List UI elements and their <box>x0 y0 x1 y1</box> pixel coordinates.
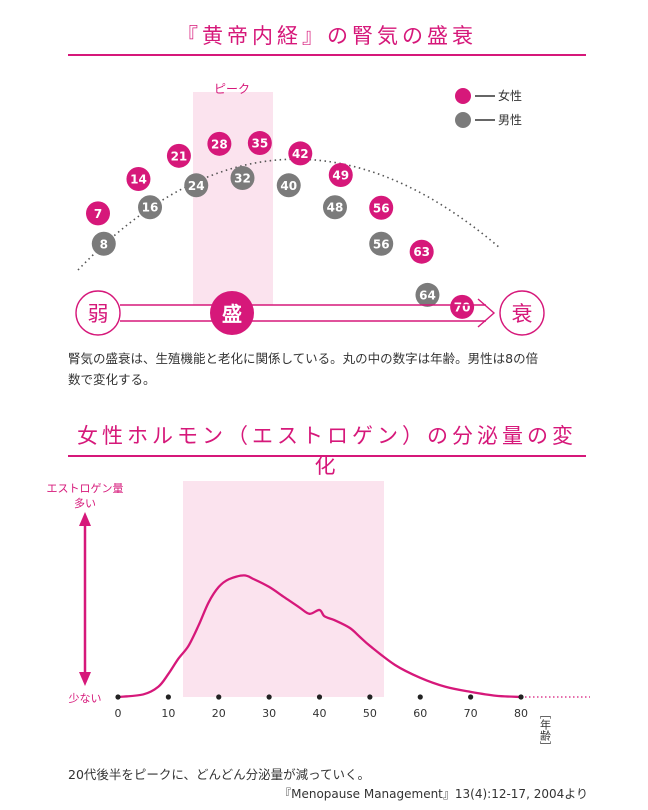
female-age-circle <box>126 166 151 191</box>
section2-title-underline <box>68 455 586 457</box>
x-tick-dot <box>417 694 423 700</box>
female-age-circle <box>247 131 272 156</box>
male-age-circle <box>369 231 394 256</box>
legend-male-label: 男性 <box>498 113 522 127</box>
x-tick-label: 80 <box>514 707 528 720</box>
x-tick-label: 70 <box>464 707 478 720</box>
section2-caption: 20代後半をピークに、どんどん分泌量が減っていく。 <box>68 767 371 782</box>
x-tick-dot <box>468 694 474 700</box>
source-citation: 『Menopause Management』13(4):12-17, 2004よ… <box>279 787 588 801</box>
female-age-circle <box>328 162 353 187</box>
section1-title: 『黄帝内経』の腎気の盛衰 <box>177 24 477 48</box>
female-age-circle <box>450 294 475 319</box>
male-age-label: 24 <box>188 179 205 193</box>
x-tick-dot <box>115 694 121 700</box>
female-age-label: 35 <box>251 137 268 151</box>
male-age-label: 32 <box>234 172 251 186</box>
female-age-circle <box>409 239 434 264</box>
x-tick-label: 60 <box>413 707 427 720</box>
male-age-label: 64 <box>419 288 436 302</box>
male-age-label: 8 <box>100 237 108 251</box>
stage-decline-circle <box>499 290 545 336</box>
female-age-circle <box>86 201 110 226</box>
stage-weak-label: 弱 <box>88 302 109 326</box>
x-tick-label: 20 <box>212 707 226 720</box>
male-age-circle <box>138 195 163 220</box>
female-age-circle <box>288 141 313 166</box>
x-tick-dot <box>316 694 323 700</box>
estrogen-peak-band <box>183 481 384 697</box>
male-age-circle <box>415 282 440 307</box>
female-age-label: 21 <box>171 149 188 163</box>
peak-band <box>193 92 273 305</box>
x-axis-ticks: 0 10 20 30 40 50 60 70 80 <box>115 694 528 720</box>
x-tick-dot <box>266 694 272 700</box>
female-age-label: 56 <box>373 201 390 215</box>
legend-male-marker <box>455 112 471 128</box>
x-tick-dot <box>216 694 222 700</box>
x-tick-label: 50 <box>363 707 377 720</box>
female-age-circle <box>207 131 232 156</box>
female-age-label: 14 <box>130 172 147 186</box>
legend-female-label: 女性 <box>498 88 522 103</box>
y-axis-high-label: 多い <box>74 496 96 510</box>
section2-title: 女性ホルモン（エストロゲン）の分泌量の変化 <box>77 424 577 478</box>
male-age-circle <box>91 231 116 256</box>
section1-caption: 腎気の盛衰は、生殖機能と老化に関係している。丸の中の数字は年齢。男性は8の倍 数… <box>68 348 588 390</box>
y-axis-label: エストロゲン量 <box>47 482 124 495</box>
male-age-label: 48 <box>327 201 344 215</box>
y-axis-arrow-up <box>79 512 91 526</box>
section1-caption-line1: 腎気の盛衰は、生殖機能と老化に関係している。丸の中の数字は年齢。男性は8の倍 <box>68 351 539 366</box>
x-tick-label: 0 <box>115 707 122 720</box>
male-age-label: 40 <box>280 179 297 193</box>
peak-label: ピーク <box>214 82 250 96</box>
legend: 女性 男性 <box>455 88 522 128</box>
kidney-qi-chart: ピーク 女性 男性 714212835424956637077816243240… <box>75 82 545 336</box>
stage-peak-label: 盛 <box>222 302 242 326</box>
female-age-label: 49 <box>332 168 349 182</box>
female-age-circle <box>369 195 394 220</box>
x-tick-dot <box>367 694 373 700</box>
male-age-circle <box>230 166 255 190</box>
age-circles: 7142128354249566370778162432404856647280 <box>86 131 475 319</box>
male-age-label: 56 <box>373 237 390 251</box>
female-age-label: 28 <box>211 137 228 151</box>
stage-peak-circle <box>210 291 254 335</box>
female-age-label: 63 <box>413 245 430 259</box>
male-age-circle <box>322 195 347 220</box>
y-axis-arrow-down <box>79 672 91 686</box>
male-age-circle <box>276 173 301 198</box>
section1-title-underline <box>68 54 586 56</box>
female-age-circle <box>166 143 191 168</box>
trend-curve <box>77 158 501 271</box>
x-tick-dot <box>165 694 171 700</box>
x-tick-label: 30 <box>262 707 276 720</box>
x-axis-unit: ［年齢］ <box>539 708 552 752</box>
x-tick-label: 10 <box>161 707 175 720</box>
stage-decline-label: 衰 <box>512 302 533 326</box>
female-age-label: 70 <box>454 300 471 314</box>
section1-caption-line2: 数で変化する。 <box>68 372 156 387</box>
y-axis-low-label: 少ない <box>69 692 102 705</box>
legend-female-marker <box>455 88 471 104</box>
female-age-label: 7 <box>94 207 102 221</box>
male-age-label: 16 <box>142 201 159 215</box>
stage-arrow-head <box>477 298 496 328</box>
stage-weak-circle <box>75 290 121 336</box>
x-tick-dot <box>518 694 524 700</box>
male-age-circle <box>184 173 209 198</box>
x-tick-label: 40 <box>313 707 327 720</box>
female-age-label: 42 <box>292 147 309 161</box>
estrogen-line <box>117 574 522 699</box>
